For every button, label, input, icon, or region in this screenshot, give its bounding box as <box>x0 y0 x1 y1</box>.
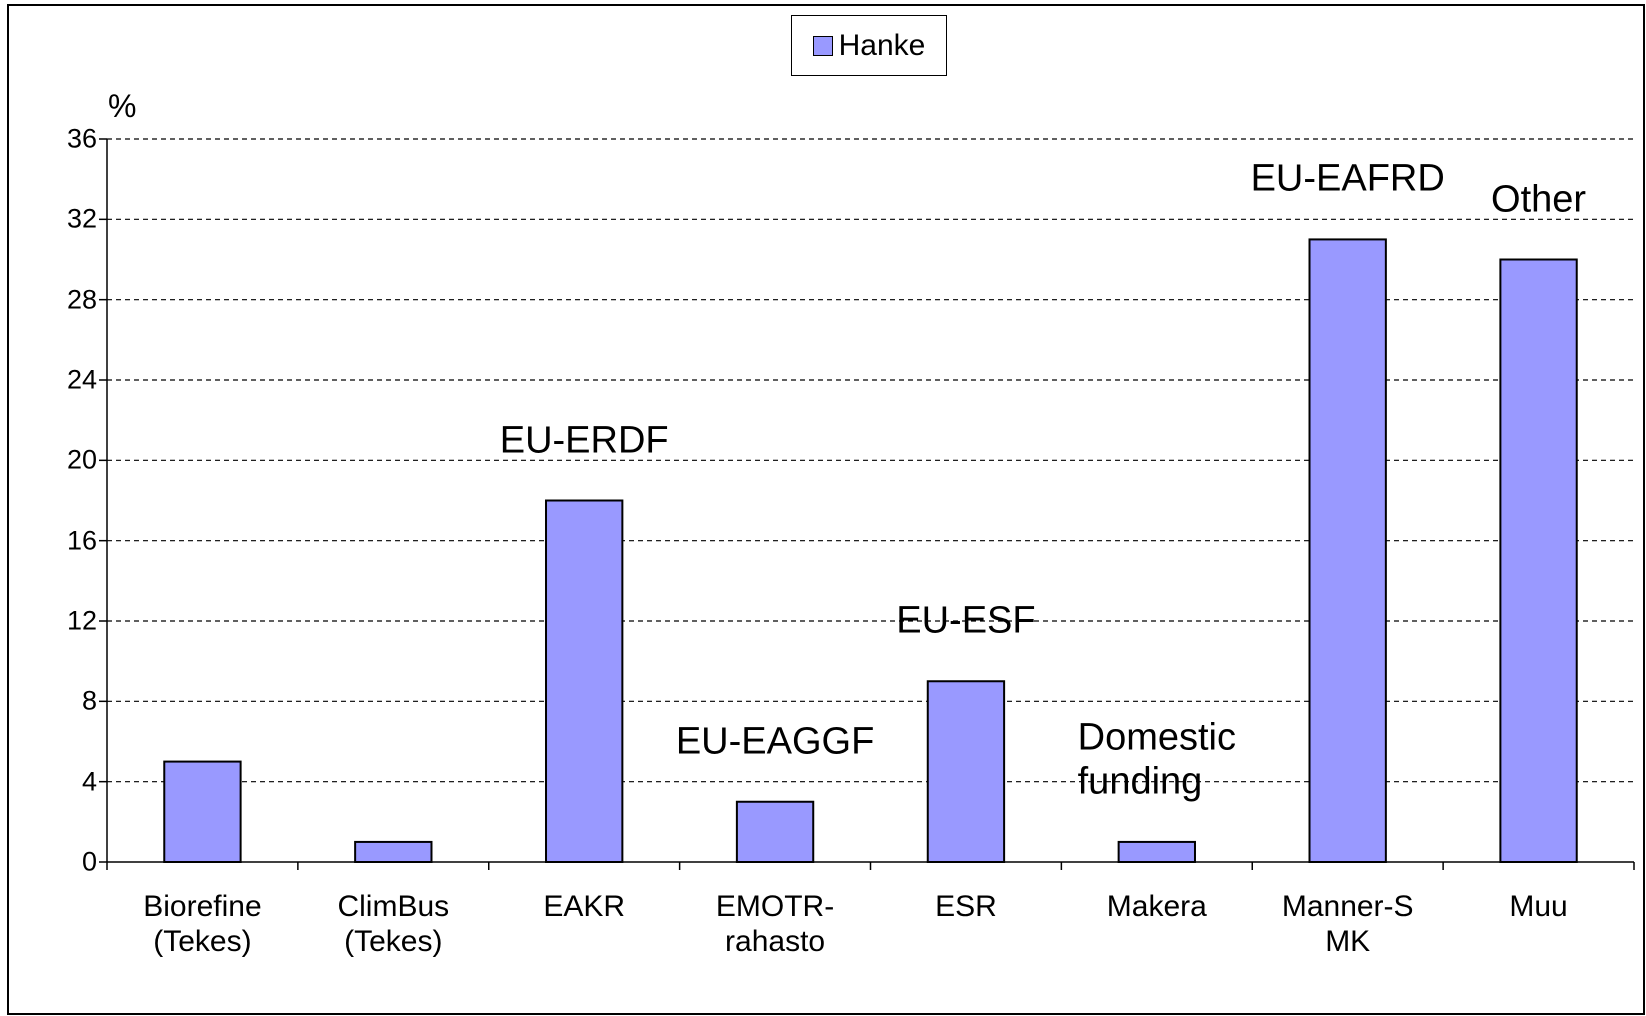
bar <box>1117 840 1196 864</box>
bar <box>354 840 433 864</box>
annotation: EU-EAFRD <box>1250 157 1445 200</box>
x-tick-label: ESR <box>935 890 997 923</box>
y-tick-label: 4 <box>81 766 97 797</box>
y-unit-label: % <box>108 88 137 124</box>
y-tick-label: 16 <box>66 525 97 556</box>
bar <box>545 499 624 863</box>
y-tick-label: 32 <box>66 203 97 234</box>
y-tick-label: 12 <box>66 605 97 636</box>
y-tick-label: 0 <box>81 846 97 877</box>
x-tick-label: Muu <box>1509 890 1568 923</box>
y-tick-label: 36 <box>66 123 97 154</box>
bar <box>735 800 815 863</box>
annotation: EU-EAGGF <box>675 720 875 763</box>
y-tick-label: 24 <box>66 364 97 395</box>
bar <box>1308 238 1387 863</box>
annotation: Domestic funding <box>1077 716 1236 803</box>
y-tick-label: 20 <box>66 444 97 475</box>
bar <box>163 760 242 863</box>
annotation: EU-ESF <box>896 599 1036 642</box>
annotation: EU-ERDF <box>499 418 669 461</box>
x-tick-label: EAKR <box>543 890 626 923</box>
x-tick-label: Makera <box>1106 890 1207 923</box>
y-tick-label: 8 <box>81 685 97 716</box>
bar <box>926 680 1006 863</box>
legend: Hanke <box>791 15 947 76</box>
chart-border <box>7 4 1645 1015</box>
x-tick-label: Manner-S MK <box>1281 890 1414 958</box>
legend-swatch <box>812 35 833 56</box>
legend-label: Hanke <box>838 28 926 62</box>
x-tick-label: Biorefine (Tekes) <box>143 890 262 958</box>
y-tick-label: 28 <box>66 284 97 315</box>
x-tick-label: EMOTR- rahasto <box>715 890 835 958</box>
x-tick-label: ClimBus (Tekes) <box>337 890 450 958</box>
annotation: Other <box>1491 177 1587 220</box>
bar <box>1499 258 1578 863</box>
